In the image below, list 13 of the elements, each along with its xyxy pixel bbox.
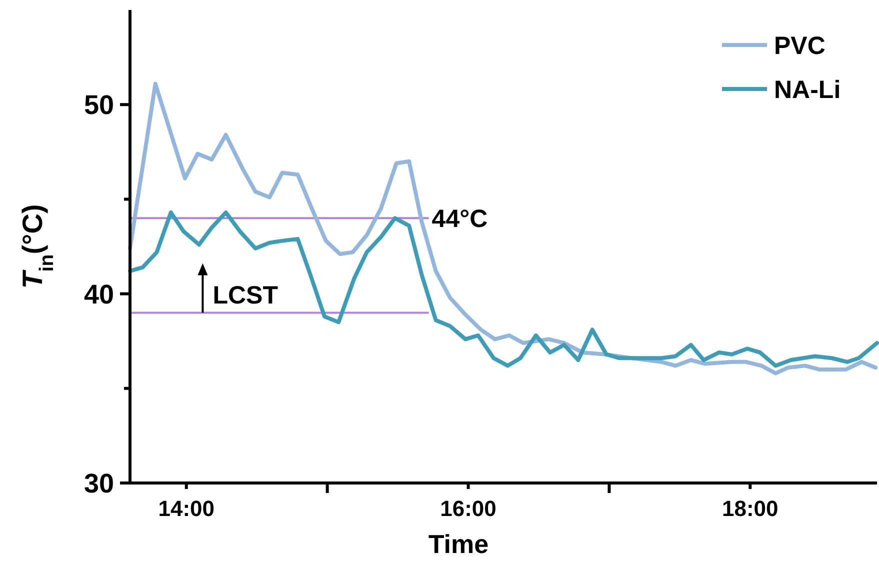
x-tick-label: 14:00 <box>158 496 215 521</box>
x-tick-label: 18:00 <box>722 496 778 521</box>
y-tick-label: 50 <box>84 90 114 120</box>
line-series <box>128 82 878 376</box>
x-tick-label: 16:00 <box>440 496 496 521</box>
legend-label: PVC <box>774 32 826 60</box>
annotation: LCST <box>212 281 278 310</box>
y-tick-label: 40 <box>84 279 114 310</box>
ref-line-label: 44°C <box>432 205 488 234</box>
line-series <box>128 210 879 368</box>
y-tick-label: 30 <box>84 468 114 498</box>
x-axis-title: Time <box>428 529 489 559</box>
legend-label: NA-Li <box>774 76 841 104</box>
